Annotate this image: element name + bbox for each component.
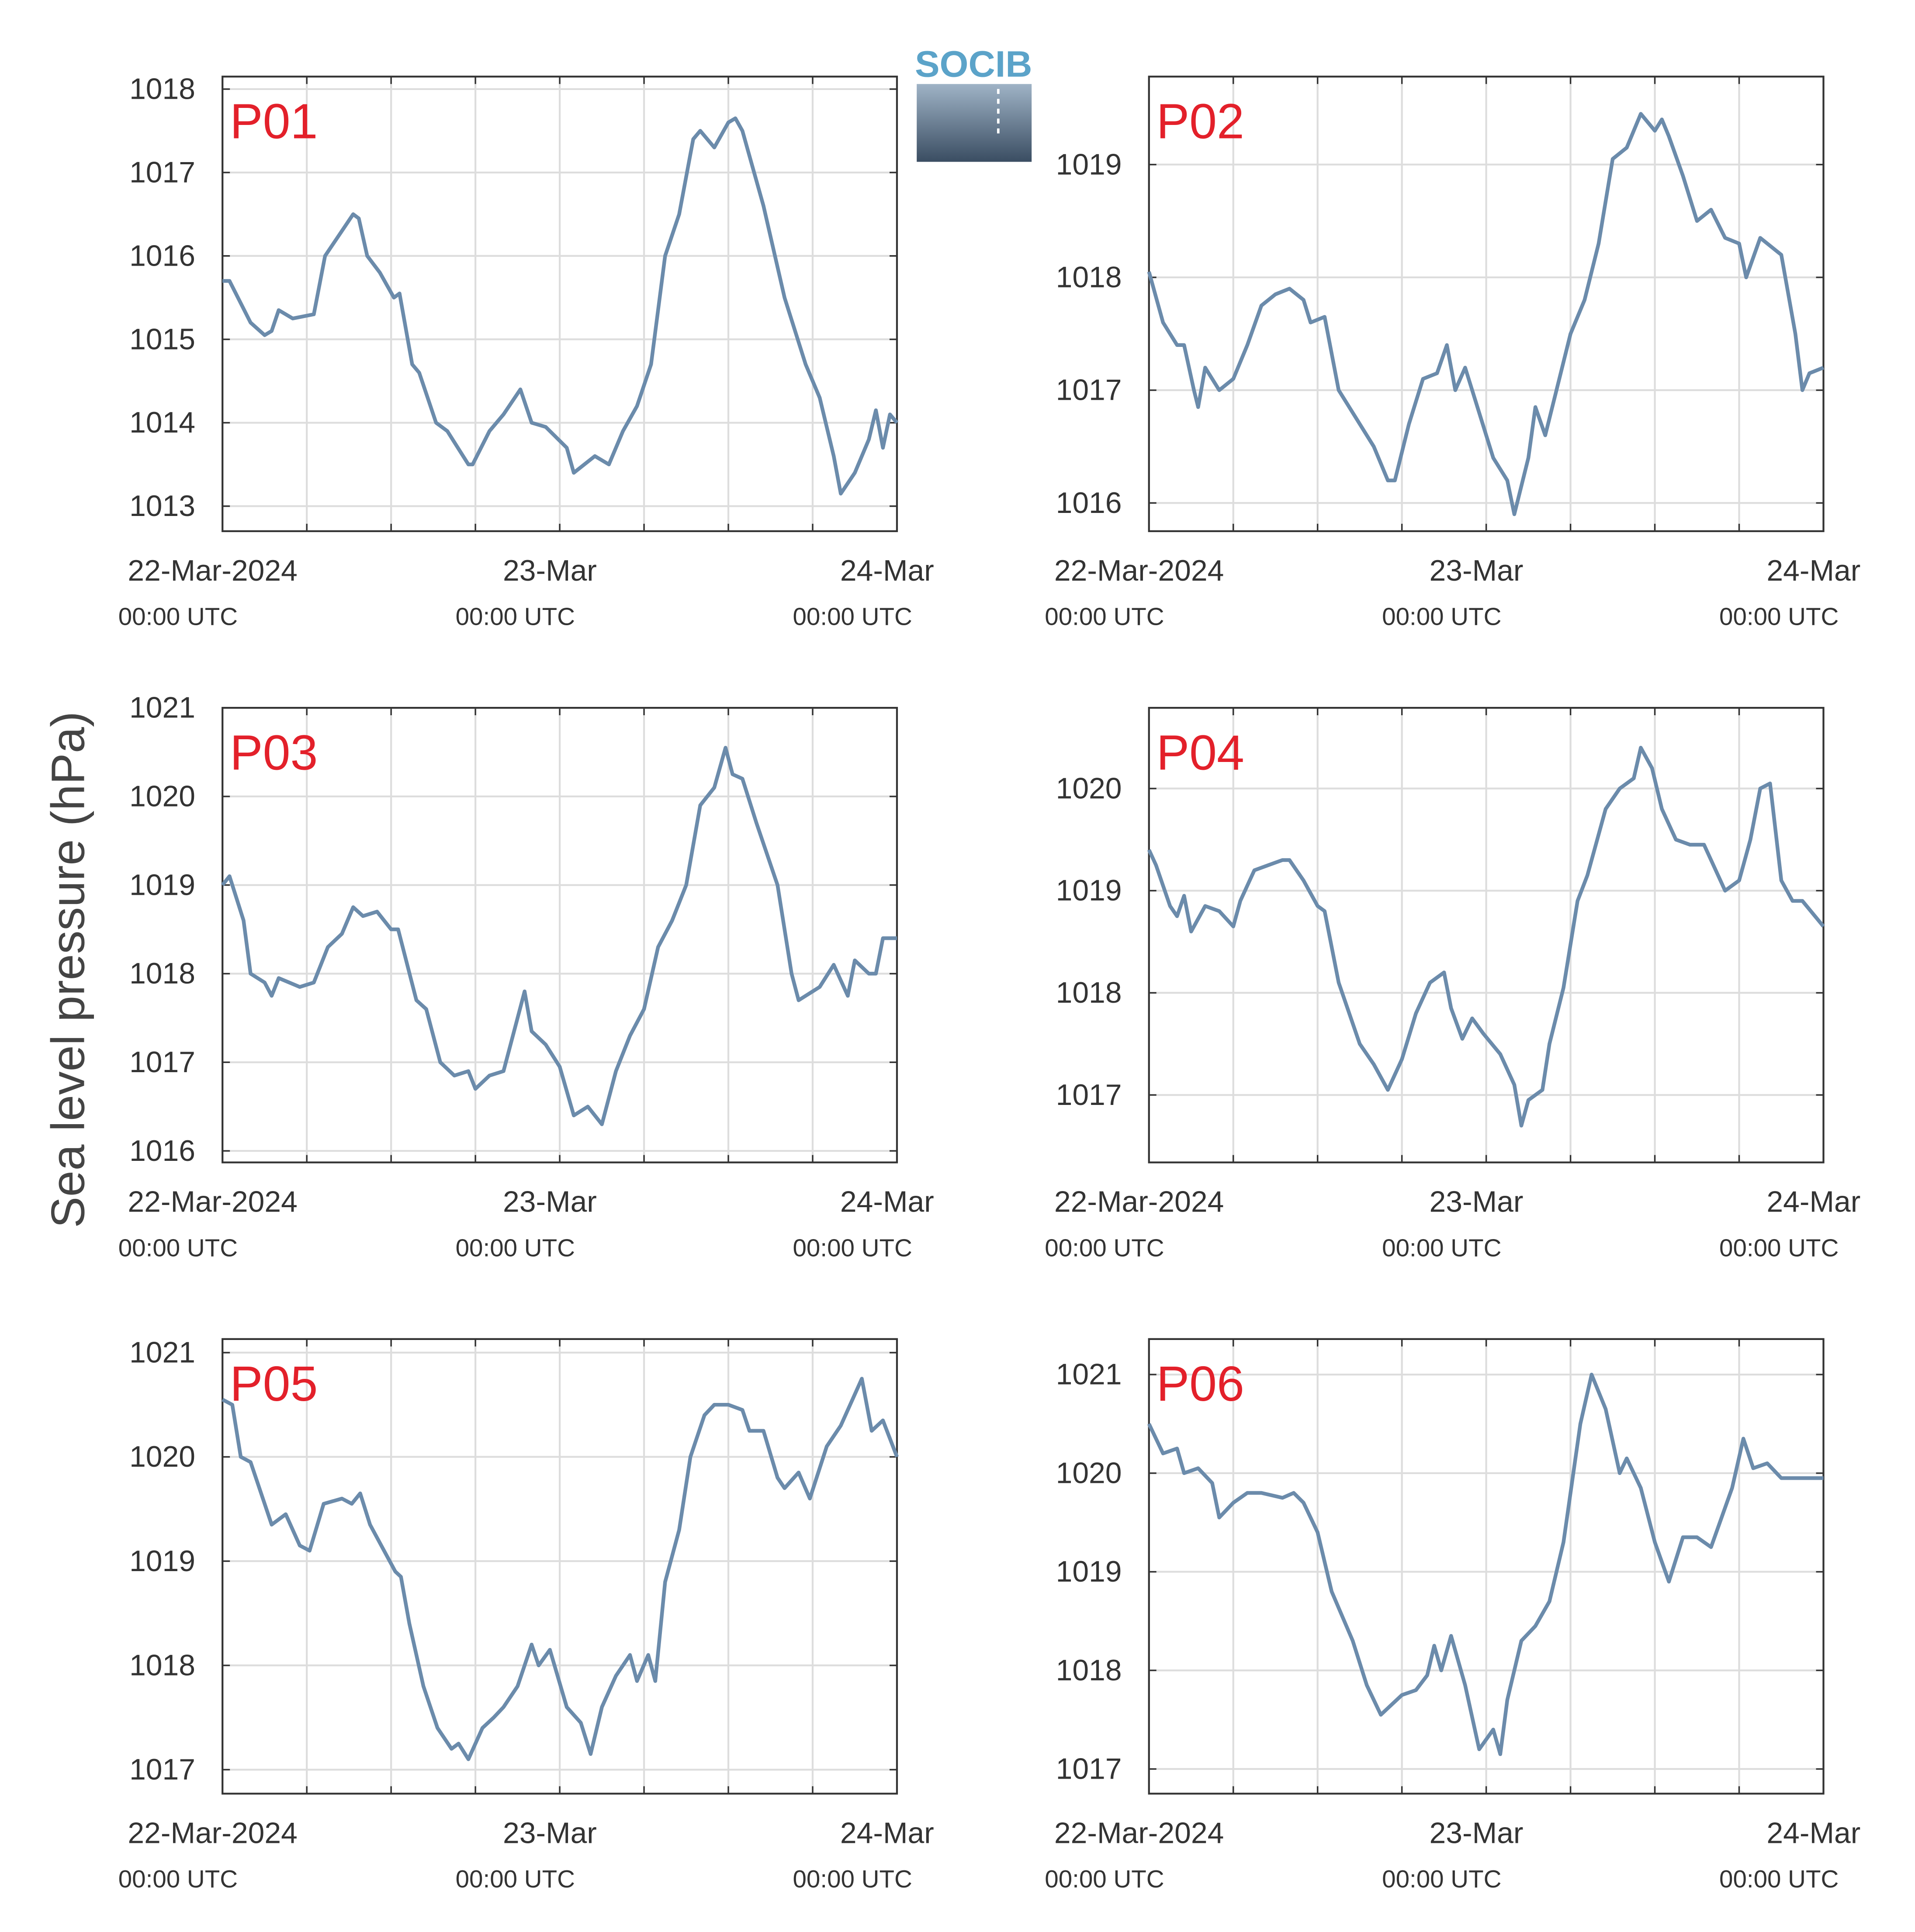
y-tick-label: 1018 bbox=[1056, 1654, 1122, 1687]
panel-title: P06 bbox=[1157, 1356, 1244, 1411]
x-tick-sublabel: 00:00 UTC bbox=[118, 1234, 238, 1261]
x-tick-sublabel: 00:00 UTC bbox=[1719, 1865, 1839, 1893]
y-tick-label: 1016 bbox=[129, 1135, 195, 1167]
y-tick-label: 1018 bbox=[129, 73, 195, 106]
x-tick-sublabel: 00:00 UTC bbox=[1382, 1865, 1501, 1893]
y-tick-label: 1020 bbox=[1056, 772, 1122, 805]
y-tick-label: 1019 bbox=[129, 1545, 195, 1578]
x-tick-sublabel: 00:00 UTC bbox=[1719, 1234, 1839, 1261]
plot-frame bbox=[1148, 76, 1825, 532]
x-tick-sublabel: 00:00 UTC bbox=[1045, 603, 1164, 630]
x-tick-label: 24-Mar bbox=[840, 554, 934, 587]
panel: 22-Mar-2024 00:00 UTC 23-Mar 00:00 UTC 24-Ma… bbox=[118, 73, 934, 630]
x-tick-label: 23-Mar bbox=[1430, 1817, 1524, 1849]
y-tick-label: 1021 bbox=[129, 692, 195, 724]
plot-frame bbox=[1148, 1338, 1825, 1795]
panel: 22-Mar-2024 00:00 UTC 23-Mar 00:00 UTC 24-Ma… bbox=[118, 692, 934, 1262]
y-tick-label: 1017 bbox=[129, 156, 195, 189]
x-tick-label: 23-Mar bbox=[503, 554, 597, 587]
x-tick-sublabel: 00:00 UTC bbox=[793, 603, 912, 630]
y-tick-label: 1021 bbox=[129, 1336, 195, 1369]
plot-frame bbox=[222, 76, 898, 532]
panel: 22-Mar-2024 00:00 UTC 23-Mar 00:00 UTC 24-Ma… bbox=[1045, 706, 1860, 1261]
x-tick-sublabel: 00:00 UTC bbox=[1719, 603, 1839, 630]
x-tick-label: 23-Mar bbox=[1430, 1186, 1524, 1219]
y-tick-label: 1020 bbox=[1056, 1457, 1122, 1489]
y-tick-label: 1018 bbox=[1056, 261, 1122, 294]
data-line bbox=[221, 746, 897, 1126]
x-tick-label: 24-Mar bbox=[1766, 554, 1860, 587]
panel-title: P03 bbox=[230, 725, 318, 780]
y-tick-label: 1018 bbox=[129, 957, 195, 990]
x-tick-sublabel: 00:00 UTC bbox=[456, 1865, 575, 1893]
y-tick-label: 1017 bbox=[129, 1753, 195, 1786]
y-tick-label: 1016 bbox=[129, 239, 195, 272]
y-tick-label: 1016 bbox=[1056, 487, 1122, 519]
data-line bbox=[1147, 746, 1825, 1128]
y-tick-label: 1017 bbox=[1056, 1079, 1122, 1111]
y-tick-label: 1018 bbox=[129, 1649, 195, 1682]
data-line bbox=[222, 116, 899, 496]
x-tick-label: 22-Mar-2024 bbox=[128, 554, 297, 587]
x-tick-sublabel: 00:00 UTC bbox=[1382, 603, 1501, 630]
panel-title: P05 bbox=[230, 1356, 318, 1411]
y-tick-label: 1019 bbox=[1056, 874, 1122, 907]
y-tick-label: 1017 bbox=[1056, 1753, 1122, 1786]
x-tick-label: 24-Mar bbox=[840, 1817, 934, 1849]
y-tick-label: 1018 bbox=[1056, 976, 1122, 1009]
plot-frame bbox=[1148, 706, 1825, 1163]
y-tick-label: 1019 bbox=[1056, 1555, 1122, 1588]
y-tick-label: 1014 bbox=[129, 406, 195, 439]
x-tick-label: 22-Mar-2024 bbox=[1054, 554, 1224, 587]
panel: 22-Mar-2024 00:00 UTC 23-Mar 00:00 UTC 24-Ma… bbox=[1045, 76, 1860, 630]
x-tick-sublabel: 00:00 UTC bbox=[456, 603, 575, 630]
panel-title: P04 bbox=[1157, 725, 1244, 780]
x-tick-sublabel: 00:00 UTC bbox=[1045, 1234, 1164, 1261]
x-tick-label: 22-Mar-2024 bbox=[1054, 1186, 1224, 1219]
y-tick-label: 1020 bbox=[129, 1440, 195, 1473]
x-tick-sublabel: 00:00 UTC bbox=[118, 603, 238, 630]
x-tick-sublabel: 00:00 UTC bbox=[793, 1234, 912, 1261]
x-tick-label: 22-Mar-2024 bbox=[128, 1186, 297, 1219]
y-tick-label: 1019 bbox=[129, 869, 195, 901]
y-tick-label: 1021 bbox=[1056, 1358, 1122, 1391]
x-tick-label: 23-Mar bbox=[503, 1186, 597, 1219]
y-tick-label: 1020 bbox=[129, 780, 195, 813]
y-tick-label: 1015 bbox=[129, 323, 195, 356]
x-tick-label: 22-Mar-2024 bbox=[1054, 1817, 1224, 1849]
logo-mark bbox=[917, 84, 1032, 162]
logo-text: SOCIB bbox=[915, 43, 1032, 84]
y-tick-label: 1017 bbox=[1056, 374, 1122, 407]
data-line bbox=[222, 1377, 899, 1761]
x-tick-sublabel: 00:00 UTC bbox=[793, 1865, 912, 1893]
x-tick-label: 23-Mar bbox=[1430, 554, 1524, 587]
x-tick-label: 23-Mar bbox=[503, 1817, 597, 1849]
panel-title: P01 bbox=[230, 94, 318, 149]
plot-frame bbox=[222, 1338, 898, 1795]
y-tick-label: 1017 bbox=[129, 1046, 195, 1079]
x-tick-label: 22-Mar-2024 bbox=[128, 1817, 297, 1849]
y-tick-label: 1019 bbox=[1056, 148, 1122, 181]
data-line bbox=[1147, 1372, 1824, 1756]
logo: SOCIB bbox=[915, 43, 1032, 162]
y-axis-label: Sea level pressure (hPa) bbox=[42, 711, 94, 1228]
panel: 22-Mar-2024 00:00 UTC 23-Mar 00:00 UTC 24-Ma… bbox=[1045, 1338, 1860, 1893]
y-tick-label: 1013 bbox=[129, 490, 195, 523]
panel: 22-Mar-2024 00:00 UTC 23-Mar 00:00 UTC 24-Ma… bbox=[118, 1336, 934, 1893]
x-tick-sublabel: 00:00 UTC bbox=[1045, 1865, 1164, 1893]
panel-title: P02 bbox=[1157, 94, 1244, 149]
x-tick-sublabel: 00:00 UTC bbox=[118, 1865, 238, 1893]
plot-frame bbox=[222, 706, 898, 1163]
x-tick-label: 24-Mar bbox=[1766, 1817, 1860, 1849]
x-tick-sublabel: 00:00 UTC bbox=[1382, 1234, 1501, 1261]
x-tick-label: 24-Mar bbox=[840, 1186, 934, 1219]
x-tick-label: 24-Mar bbox=[1766, 1186, 1860, 1219]
data-line bbox=[1147, 112, 1825, 516]
x-tick-sublabel: 00:00 UTC bbox=[456, 1234, 575, 1261]
